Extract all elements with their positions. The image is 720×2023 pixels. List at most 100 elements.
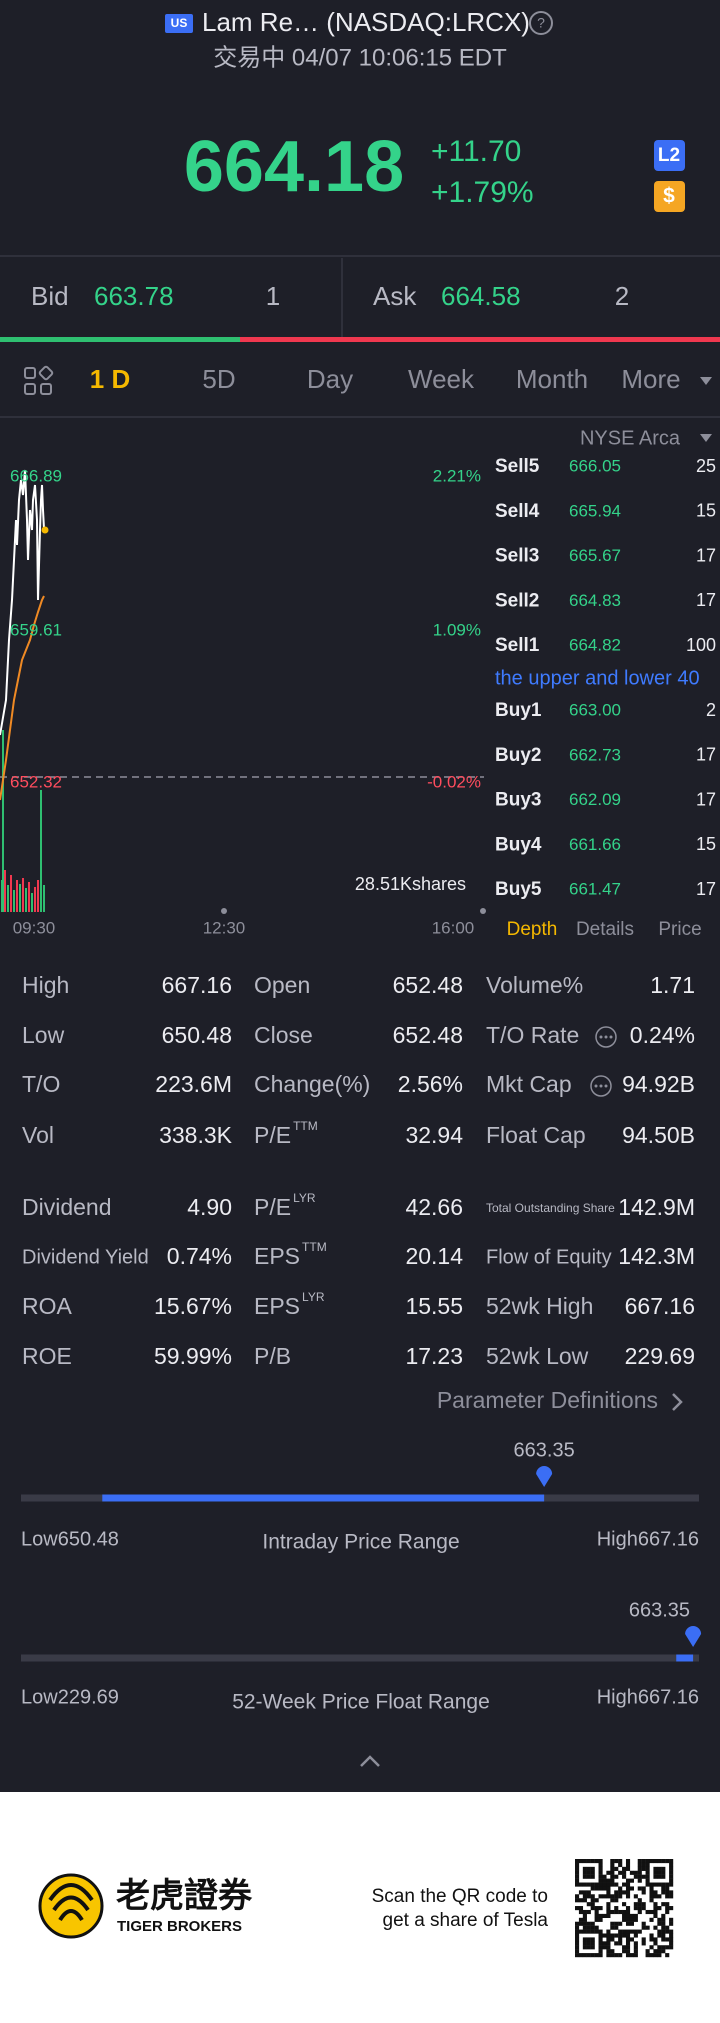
order-book-tab[interactable]: Price [658, 919, 701, 940]
chart-price-label: 652.32 [10, 772, 62, 791]
scan-text: get a share of Tesla [383, 1910, 549, 1931]
qr-cell [657, 1859, 662, 1864]
price-band-notice: the upper and lower 40 [495, 667, 700, 689]
qr-cell [610, 1894, 615, 1899]
qr-cell [594, 1917, 599, 1922]
qr-cell [661, 1902, 666, 1907]
qr-cell [618, 1937, 623, 1942]
parameter-definitions-link[interactable]: Parameter Definitions [437, 1387, 658, 1413]
stat-value: 338.3K [159, 1122, 233, 1148]
qr-cell [622, 1909, 627, 1915]
qr-cell [578, 1929, 584, 1934]
help-icon[interactable] [529, 11, 553, 35]
chart-percent-label: 2.21% [433, 466, 481, 485]
qr-cell [575, 1925, 580, 1930]
qr-cell [657, 1933, 662, 1938]
qr-cell [633, 1949, 638, 1954]
qr-cell [649, 1937, 654, 1942]
layout-icon[interactable] [24, 365, 54, 395]
qr-cell [665, 1886, 670, 1891]
qr-cell [606, 1894, 611, 1899]
qr-cell [582, 1937, 587, 1942]
volume-bars [1, 730, 45, 912]
help-icon-glyph: ? [537, 15, 545, 31]
qr-cell [602, 1894, 607, 1899]
currency-badge[interactable] [654, 181, 685, 212]
info-dots [594, 1035, 613, 1088]
qr-cell [669, 1882, 674, 1887]
qr-cell [614, 1890, 619, 1895]
stat-label: EPS [254, 1293, 300, 1319]
more-arrow[interactable] [700, 377, 712, 385]
qr-cell [602, 1913, 607, 1918]
period-tab[interactable]: Day [307, 364, 353, 394]
background [0, 0, 720, 1792]
qr-cell [590, 1870, 595, 1875]
qr-cell [669, 1862, 674, 1868]
qr-cell [641, 1866, 646, 1871]
qr-cell [586, 1953, 591, 1958]
qr-cell [661, 1945, 666, 1950]
qr-cell [625, 1866, 631, 1871]
order-size: 15 [696, 834, 716, 854]
range-low-label: Low [21, 1686, 58, 1708]
qr-cell [590, 1941, 595, 1946]
order-book-tab[interactable]: Details [576, 919, 634, 940]
qr-cell [637, 1929, 642, 1934]
qr-cell [665, 1902, 670, 1907]
ask-size: 2 [615, 281, 629, 311]
qr-cell [594, 1913, 599, 1918]
qr-cell [614, 1909, 619, 1915]
link-chevron[interactable] [672, 1393, 683, 1411]
info-icon[interactable] [590, 1026, 617, 1097]
order-book-tab[interactable]: Depth [507, 919, 558, 940]
level2-badge[interactable] [654, 140, 685, 171]
qr-cell [610, 1874, 615, 1879]
qr-cell [598, 1859, 603, 1864]
qr-cell [610, 1862, 615, 1868]
qr-cell [610, 1933, 615, 1938]
qr-cell [578, 1906, 584, 1911]
stat-label: T/O [22, 1071, 60, 1097]
order-level: Sell1 [495, 635, 540, 656]
qr-cell [610, 1925, 615, 1930]
collapse-chevron[interactable] [360, 1755, 380, 1767]
period-tab[interactable]: More [621, 364, 680, 394]
qr-cell [582, 1859, 587, 1864]
stat-label-sup: LYR [302, 1290, 325, 1304]
qr-cell [649, 1886, 654, 1891]
qr-cell [645, 1949, 650, 1954]
qr-cell [661, 1859, 666, 1864]
qr-cell [586, 1945, 591, 1950]
qr-cell [645, 1882, 650, 1887]
range-title: 52-Week Price Float Range [232, 1691, 490, 1714]
stat-label: P/E [254, 1122, 291, 1148]
qr-cell [633, 1941, 638, 1946]
qr-cell [641, 1925, 646, 1930]
period-tab[interactable]: 5D [202, 364, 235, 394]
order-level: Buy4 [495, 834, 542, 855]
qr-cell [618, 1886, 623, 1891]
qr-cell [622, 1933, 627, 1938]
qr-cell [641, 1902, 646, 1907]
qr-cell [637, 1874, 642, 1879]
qr-cell [590, 1898, 595, 1903]
qr-cell [645, 1866, 650, 1871]
qr-cell [637, 1906, 642, 1911]
qr-cell [645, 1925, 650, 1930]
period-tab[interactable]: Week [408, 364, 475, 394]
qr-cell [649, 1882, 654, 1887]
exchange-name[interactable]: NYSE Arca [580, 427, 681, 449]
qr-cell [575, 1949, 580, 1954]
exchange-arrow[interactable] [700, 434, 712, 442]
qr-cell [582, 1874, 587, 1879]
price-change-percent: +1.79% [431, 176, 534, 209]
qr-cell [645, 1859, 650, 1864]
period-tab[interactable]: 1 D [90, 364, 130, 394]
qr-cell [649, 1953, 654, 1958]
stat-value: 650.48 [162, 1022, 232, 1048]
stat-label: Float Cap [486, 1122, 586, 1148]
period-tab[interactable]: Month [516, 364, 588, 394]
qr-cell [614, 1859, 619, 1864]
order-price: 661.66 [569, 835, 621, 854]
